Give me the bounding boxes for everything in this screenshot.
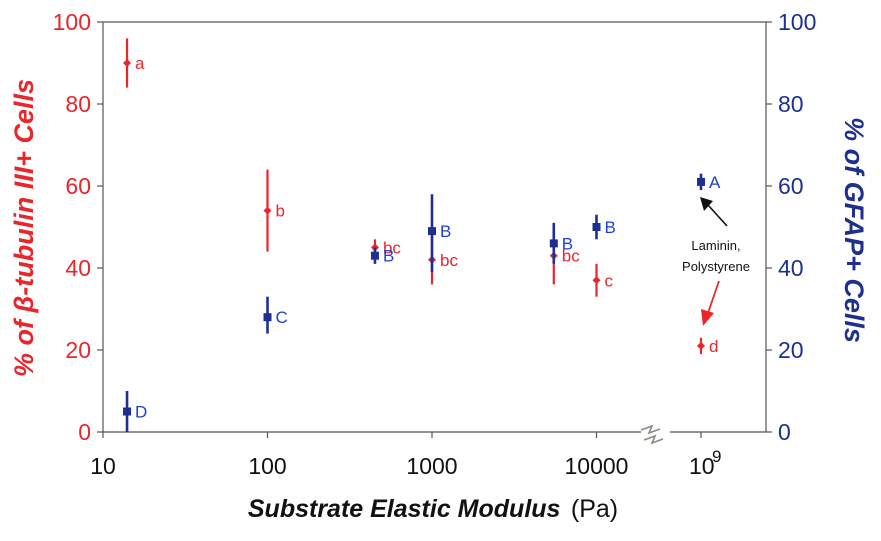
left-y-tick-label: 0 — [78, 419, 91, 445]
annotation-arrow-down — [707, 280, 720, 314]
data-point-square — [592, 223, 601, 231]
data-point-square — [428, 227, 436, 236]
x-ticks: 10 100 1000 10000 — [90, 432, 702, 479]
point-label: bc — [440, 251, 458, 270]
data-point-square — [697, 177, 705, 186]
right-y-tick-label: 80 — [778, 91, 804, 117]
x-tick-label: 1000 — [406, 453, 457, 479]
annotation-arrowhead-up — [700, 197, 713, 211]
x-tick-label: 10 — [90, 453, 116, 479]
left-y-tick-label: 20 — [65, 337, 91, 363]
right-y-tick-label: 60 — [778, 173, 804, 199]
annotation: Laminin, Polystyrene — [682, 197, 750, 326]
annotation-arrow-up — [707, 204, 728, 227]
axis-break-mark — [640, 424, 664, 445]
left-y-tick-label: 80 — [65, 91, 91, 117]
data-point-diamond — [123, 59, 132, 67]
point-label: C — [276, 308, 288, 327]
right-y-tick-label: 100 — [778, 9, 816, 35]
annotation-line-1: Laminin, — [691, 238, 740, 253]
left-y-tick-label: 60 — [65, 173, 91, 199]
right-y-tick-label: 40 — [778, 255, 804, 281]
data-point-square — [549, 239, 558, 248]
annotation-arrowhead-down — [701, 309, 714, 326]
gfap-series: D C B B B B A — [123, 173, 721, 432]
y-axis-label-right: % of GFAP+ Cells — [839, 117, 869, 343]
x-tick-break-base: 10 — [689, 453, 715, 479]
point-label: b — [276, 202, 285, 221]
data-point-diamond — [592, 276, 601, 285]
point-label: B — [440, 222, 451, 241]
y-axis-label-left: % of β-tubulin III+ Cells — [9, 79, 39, 377]
point-label: D — [135, 403, 147, 422]
axes — [102, 21, 767, 433]
beta-tubulin-series: a b bc bc bc c d — [123, 38, 718, 356]
right-y-tick-label: 20 — [778, 337, 804, 363]
point-label: c — [605, 271, 614, 290]
data-point-diamond — [697, 341, 705, 350]
point-label: a — [135, 54, 145, 73]
point-label: B — [605, 218, 616, 237]
right-y-tick-label: 0 — [778, 419, 791, 445]
x-axis-label: Substrate Elastic Modulus (Pa) — [248, 495, 618, 523]
x-tick-label: 100 — [248, 453, 286, 479]
point-label: A — [709, 173, 721, 192]
point-label: B — [562, 234, 573, 253]
data-point-diamond — [263, 206, 272, 215]
series-layer: a b bc bc bc c d D C B B B B A — [123, 38, 721, 432]
left-y-tick-label: 100 — [53, 9, 91, 35]
point-label: B — [383, 247, 394, 266]
point-label: bc — [562, 247, 580, 266]
point-label: bc — [383, 239, 401, 258]
right-y-ticks: 0 20 40 60 80 100 — [766, 9, 816, 445]
x-axis-label-text: Substrate Elastic Modulus — [248, 495, 561, 523]
data-point-square — [123, 407, 132, 416]
point-label: d — [709, 337, 718, 356]
annotation-line-2: Polystyrene — [682, 259, 750, 274]
left-y-tick-label: 40 — [65, 255, 91, 281]
data-point-square — [263, 313, 272, 322]
left-y-ticks: 0 20 40 60 80 100 — [53, 9, 103, 445]
x-tick-label: 10000 — [565, 453, 629, 479]
x-axis-label-unit: (Pa) — [571, 495, 618, 523]
x-tick-break-exponent: 9 — [712, 447, 721, 466]
data-point-square — [370, 251, 379, 260]
